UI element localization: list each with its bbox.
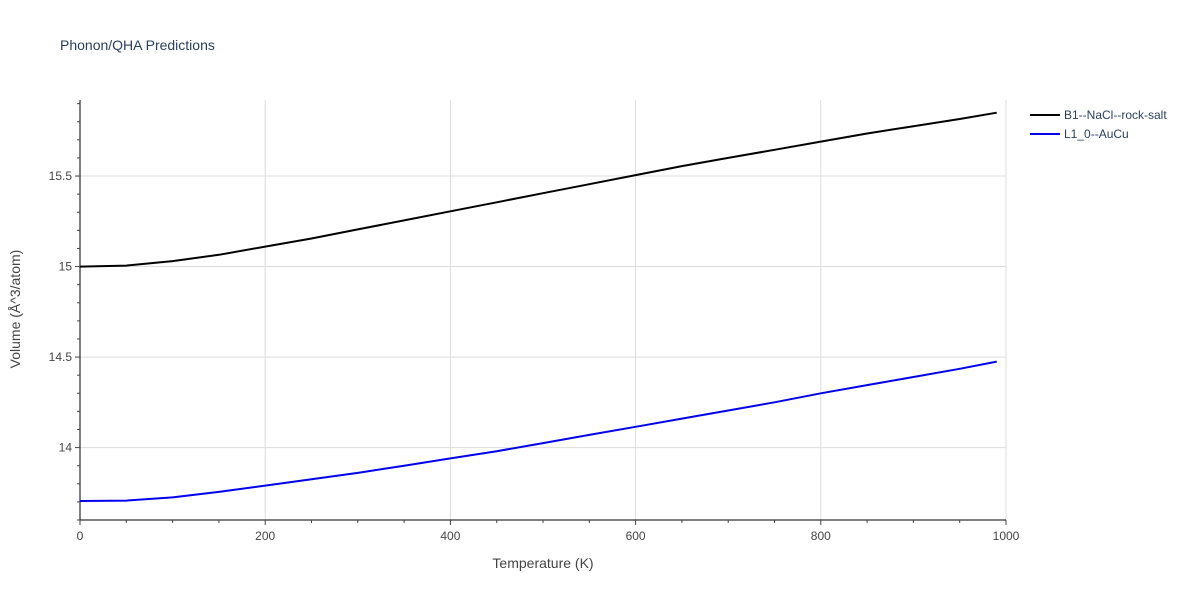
chart-title: Phonon/QHA Predictions (60, 37, 215, 53)
series-line-2 (79, 360, 997, 502)
x-tick-label: 600 (626, 529, 646, 543)
y-tick-label: 14 (59, 441, 73, 455)
x-tick-label: 1000 (993, 529, 1020, 543)
y-tick-label: 15.5 (49, 169, 73, 183)
series-lines (79, 111, 997, 502)
y-tick-label: 14.5 (49, 350, 73, 364)
legend[interactable]: B1--NaCl--rock-salt L1_0--AuCu (1030, 108, 1167, 141)
legend-item-1[interactable]: B1--NaCl--rock-salt (1030, 108, 1167, 122)
grid-lines (80, 100, 1007, 520)
tick-labels: 0 200 400 600 800 1000 14 14.5 15 15.5 (49, 169, 1020, 543)
y-axis-title: Volume (Å^3/atom) (7, 250, 23, 369)
x-tick-label: 0 (77, 529, 84, 543)
x-tick-label: 200 (255, 529, 275, 543)
x-axis-title: Temperature (K) (492, 555, 593, 571)
legend-item-2[interactable]: L1_0--AuCu (1030, 127, 1129, 141)
series-line-1 (79, 111, 997, 268)
axes (75, 100, 1007, 525)
y-tick-label: 15 (59, 260, 73, 274)
legend-label: L1_0--AuCu (1064, 127, 1129, 141)
x-tick-label: 400 (440, 529, 460, 543)
x-tick-label: 800 (811, 529, 831, 543)
legend-label: B1--NaCl--rock-salt (1064, 108, 1167, 122)
